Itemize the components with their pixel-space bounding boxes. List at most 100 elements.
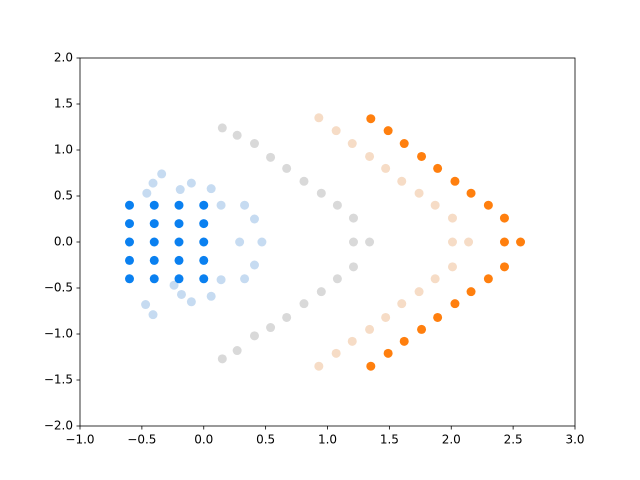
- scatter-point: [174, 255, 184, 265]
- scatter-point: [240, 274, 250, 284]
- scatter-point: [240, 200, 250, 210]
- scatter-point: [499, 262, 509, 272]
- scatter-point: [499, 213, 509, 223]
- scatter-point: [447, 237, 457, 247]
- scatter-point: [174, 274, 184, 284]
- scatter-point: [483, 200, 493, 210]
- scatter-point: [365, 237, 375, 247]
- scatter-point: [332, 200, 342, 210]
- y-tick-label: −2.0: [44, 419, 73, 433]
- scatter-point: [331, 348, 341, 358]
- plot-frame: [79, 57, 576, 427]
- scatter-point: [414, 287, 424, 297]
- x-tick-label: 1.5: [380, 433, 399, 447]
- scatter-point: [516, 237, 526, 247]
- scatter-point: [447, 262, 457, 272]
- scatter-point: [299, 299, 309, 309]
- scatter-point: [176, 289, 186, 299]
- x-tick-label: 2.0: [442, 433, 461, 447]
- scatter-point: [332, 274, 342, 284]
- scatter-point: [174, 237, 184, 247]
- scatter-point: [175, 185, 185, 195]
- scatter-point: [174, 219, 184, 229]
- x-tick-label: 2.5: [504, 433, 523, 447]
- scatter-point: [249, 139, 259, 149]
- scatter-point: [149, 255, 159, 265]
- scatter-point: [125, 200, 134, 210]
- scatter-point: [483, 274, 493, 284]
- scatter-point: [266, 323, 276, 333]
- scatter-point: [381, 163, 391, 173]
- scatter-point: [450, 299, 460, 309]
- scatter-point: [174, 200, 184, 210]
- scatter-point: [417, 324, 427, 334]
- scatter-point: [466, 287, 476, 297]
- scatter-point: [383, 126, 393, 136]
- scatter-point: [169, 280, 179, 290]
- scatter-point: [141, 300, 151, 310]
- scatter-point: [232, 130, 242, 140]
- y-tick-label: 0.0: [54, 235, 73, 249]
- scatter-point: [365, 324, 375, 334]
- scatter-point: [314, 361, 324, 371]
- y-tick-label: 0.5: [54, 189, 73, 203]
- y-tick-label: 2.0: [54, 51, 73, 65]
- scatter-point: [383, 348, 393, 358]
- scatter-point: [148, 310, 158, 320]
- scatter-point: [125, 274, 134, 284]
- scatter-point: [199, 219, 209, 229]
- scatter-point: [414, 188, 424, 198]
- scatter-point: [257, 237, 267, 247]
- scatter-point: [249, 214, 259, 224]
- scatter-point: [450, 176, 460, 186]
- scatter-point: [430, 200, 440, 210]
- scatter-point: [199, 200, 209, 210]
- scatter-point: [206, 184, 216, 194]
- scatter-point: [217, 123, 227, 133]
- y-tick-label: 1.0: [54, 143, 73, 157]
- scatter-point: [125, 237, 134, 247]
- scatter-point: [365, 151, 375, 161]
- scatter-point: [266, 152, 276, 162]
- scatter-point: [142, 188, 152, 198]
- scatter-point: [282, 163, 292, 173]
- scatter-point: [235, 237, 245, 247]
- scatter-point: [397, 176, 407, 186]
- scatter-point: [417, 151, 427, 161]
- scatter-point: [199, 237, 209, 247]
- y-tick-label: 1.5: [54, 97, 73, 111]
- scatter-point: [314, 113, 324, 123]
- scatter-point: [149, 200, 159, 210]
- scatter-point: [249, 260, 259, 270]
- scatter-point: [149, 237, 159, 247]
- scatter-point: [466, 188, 476, 198]
- x-tick-label: −0.5: [127, 433, 156, 447]
- scatter-point: [186, 178, 196, 188]
- scatter-point: [157, 169, 167, 179]
- scatter-point: [366, 114, 376, 124]
- scatter-point: [399, 336, 409, 346]
- scatter-point: [381, 312, 391, 322]
- x-tick-label: 1.0: [318, 433, 337, 447]
- scatter-point: [430, 274, 440, 284]
- y-tick-label: −1.5: [44, 373, 73, 387]
- scatter-point: [399, 139, 409, 149]
- scatter-point: [447, 213, 457, 223]
- scatter-point: [186, 297, 196, 307]
- x-tick-label: 3.0: [565, 433, 584, 447]
- scatter-point: [366, 361, 376, 371]
- scatter-point: [347, 139, 357, 149]
- y-tick-label: −1.0: [44, 327, 73, 341]
- scatter-point: [149, 274, 159, 284]
- scatter-point: [499, 237, 509, 247]
- scatter-point: [433, 163, 443, 173]
- scatter-point: [125, 219, 134, 229]
- scatter-point: [348, 213, 358, 223]
- scatter-point: [433, 312, 443, 322]
- scatter-point: [217, 354, 227, 364]
- scatter-point: [199, 255, 209, 265]
- scatter-point: [299, 176, 309, 186]
- scatter-point: [148, 178, 158, 188]
